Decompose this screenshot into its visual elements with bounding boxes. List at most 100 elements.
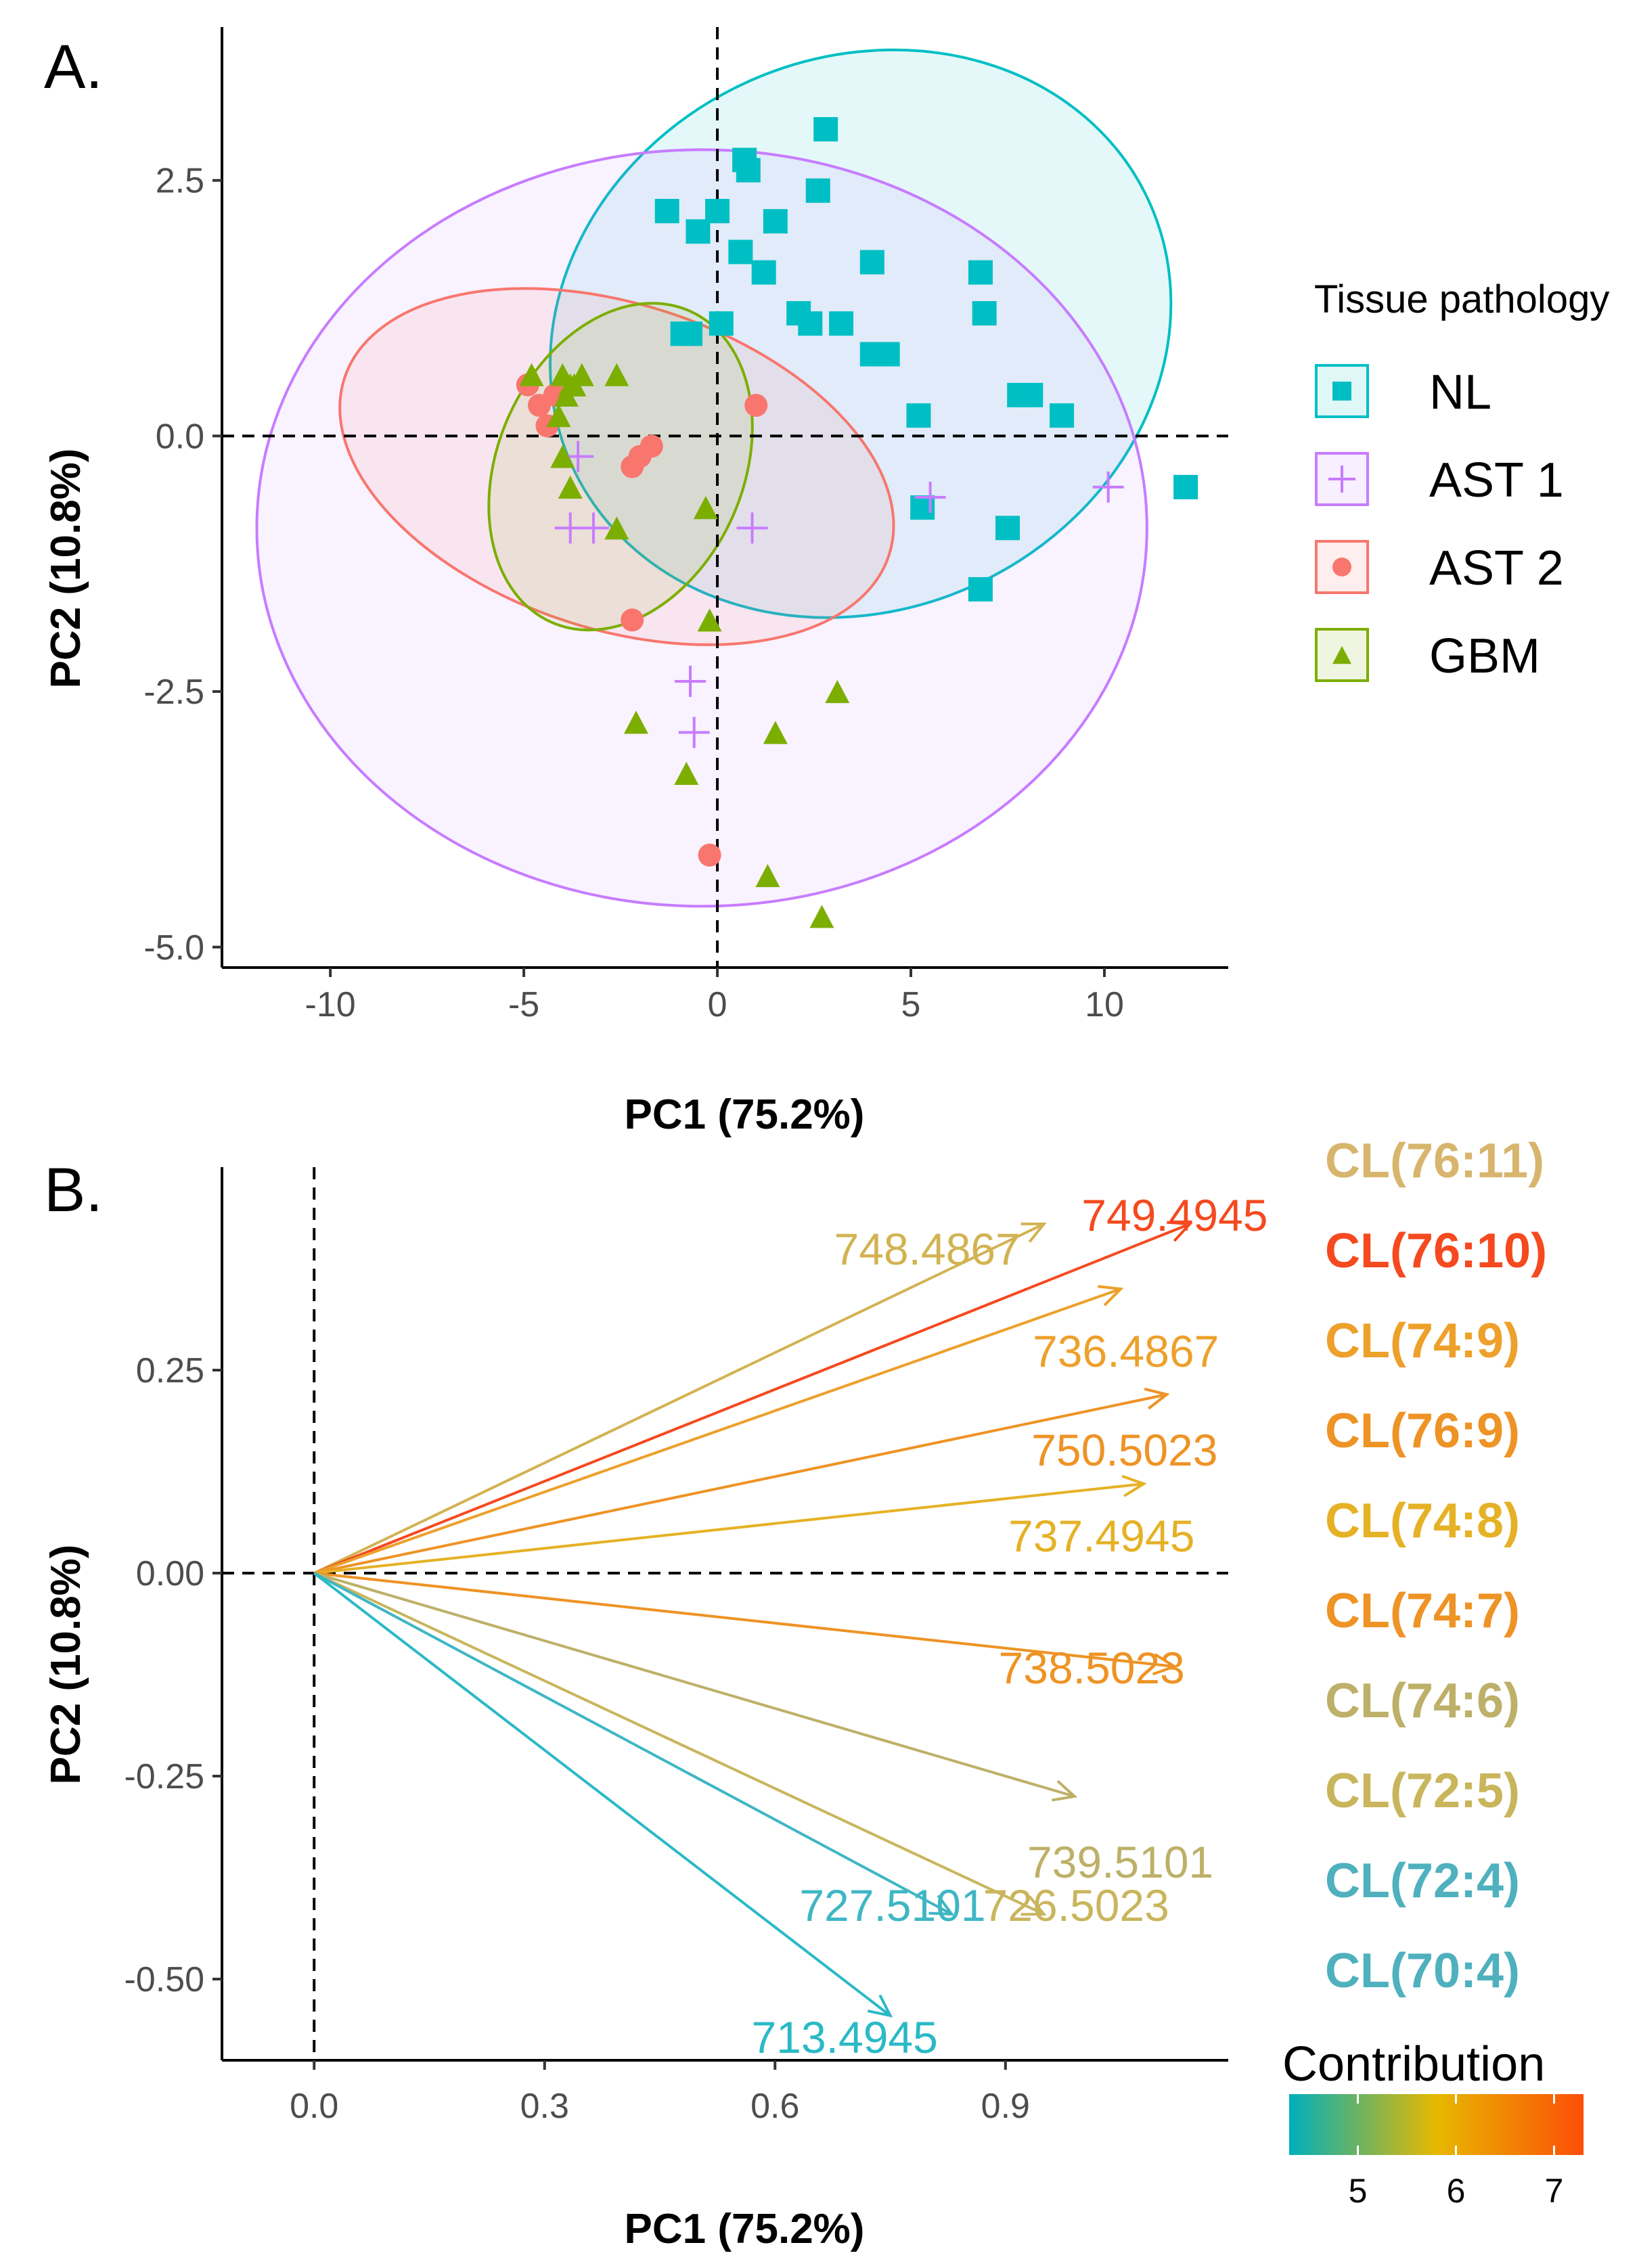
legend-label: GBM [1429,629,1540,683]
panel-b-label: B. [44,1156,103,1225]
arrow-shaft [313,1572,953,1915]
y-tick-label: -5.0 [143,928,204,968]
point-ast-2 [744,394,768,417]
arrow-label: 748.4867 [834,1224,1020,1274]
lipid-class-label: CL(72:4) [1325,1854,1520,1908]
arrow-shaft [313,1223,1190,1574]
y-tick-label: -0.50 [124,1960,204,1999]
y-tick-label: -0.25 [124,1757,204,1796]
arrow-shaft [313,1288,1121,1574]
arrow-shaft [313,1572,1175,1668]
colorbar-gradient [1289,2094,1584,2155]
arrow-label: 737.4945 [1008,1511,1194,1561]
point-gbm [558,475,583,499]
point-ast-2 [621,608,644,632]
legend-symbol [1332,645,1351,664]
y-tick-label: -2.5 [143,673,204,712]
lipid-class-labels: CL(76:11) CL(76:10) CL(74:9) CL(76:9) CL(74:… [1325,1134,1547,1998]
colorbar-tick-label: 7 [1545,2172,1564,2210]
point-nl [972,301,997,326]
y-tick-label: 0.0 [156,417,204,456]
loading-arrow-727-5101: 727.5101 [313,1572,986,1930]
y-tick-label: 0.25 [136,1351,204,1390]
point-ast-1 [678,717,710,748]
point-nl [709,311,734,336]
arrow-shaft [313,1223,1045,1574]
point-gbm [809,905,834,928]
x-axis-title: PC1 (75.2%) [625,2206,865,2252]
point-gbm [519,363,544,386]
series-ast-1 [554,440,1124,748]
point-gbm [546,404,571,428]
arrow-head [1052,1779,1078,1802]
lipid-class-label: CL(74:8) [1325,1494,1520,1548]
loading-arrow-726-5023: 726.5023 [313,1572,1169,1930]
y-tick-label: 2.5 [156,162,204,201]
series-nl [654,117,1198,602]
legend-symbol [1332,382,1351,401]
point-ast-1 [914,482,946,513]
axes: 0.0 0.3 0.6 0.9 0.25 0.00 -0.25 -0.50 [124,1167,1228,2126]
arrow-label: 738.5023 [999,1643,1185,1693]
point-nl [1050,403,1075,428]
point-nl [968,576,993,602]
x-tick-label: 0.9 [981,2087,1030,2126]
score-points [516,117,1198,928]
point-ast-1 [578,512,610,544]
legend-item-nl: NL [1315,364,1491,419]
loading-arrow-750-5023: 750.5023 [313,1387,1217,1574]
point-gbm [623,710,648,734]
x-tick-label: -5 [508,985,539,1024]
reference-lines [222,1167,1228,2060]
lipid-class-label: CL(70:4) [1325,1944,1520,1998]
loading-arrow-748-4867: 748.4867 [313,1222,1047,1574]
arrow-head [1152,1653,1178,1676]
arrow-label: 750.5023 [1031,1425,1217,1475]
lipid-class-label: CL(76:11) [1325,1134,1544,1188]
legend-item-ast-1: AST 1 [1315,452,1564,507]
point-gbm [604,363,629,386]
point-nl [736,158,761,183]
point-nl [763,209,788,234]
point-nl [798,311,823,336]
point-ast-2 [698,843,721,867]
point-nl [805,178,830,203]
lipid-class-label: CL(74:6) [1325,1674,1520,1728]
arrow-label: 749.4945 [1081,1190,1267,1240]
point-gbm [755,863,780,888]
arrow-head [1098,1285,1124,1307]
point-nl [670,321,695,346]
arrow-shaft [313,1572,891,2017]
point-gbm [825,679,850,704]
ellipse-ast-2 [338,287,895,646]
series-gbm [519,363,850,928]
arrow-head [1020,1222,1047,1243]
point-gbm [550,445,575,468]
point-nl [906,403,931,428]
point-nl [813,117,838,142]
point-ast-1 [736,512,768,544]
loading-arrow-736-4867: 736.4867 [313,1285,1219,1574]
loading-arrow-739-5101: 739.5101 [313,1572,1213,1887]
colorbar-tick-label: 6 [1447,2172,1466,2210]
arrow-head [1020,1895,1047,1916]
x-tick-label: 0 [708,985,727,1024]
lipid-class-label: CL(76:9) [1325,1404,1520,1458]
point-gbm [604,516,629,540]
loading-arrows: 748.4867 749.4945 736.4867 750.5023 737.4945… [313,1190,1268,2062]
arrow-label: 739.5101 [1027,1837,1213,1887]
x-tick-label: -10 [305,985,356,1024]
legend-item-ast-2: AST 2 [1315,540,1564,595]
point-nl [751,260,776,285]
legend-label: AST 2 [1429,541,1564,595]
x-tick-label: 10 [1085,985,1124,1024]
ellipse-ast-1 [255,148,1148,908]
contribution-colorbar: Contribution 5 6 7 [1282,2037,1584,2210]
arrow-label: 713.4945 [752,2012,938,2062]
point-ast-1 [675,665,706,697]
pca-loadings-panel: B. 748.4867 749.4945 736.4867 750.5023 737.4… [43,1134,1584,2252]
axes: -10 -5 0 5 10 2.5 0.0 -2.5 -5.0 [143,27,1228,1024]
colorbar-tick-label: 5 [1349,2172,1368,2210]
point-nl [686,219,711,244]
